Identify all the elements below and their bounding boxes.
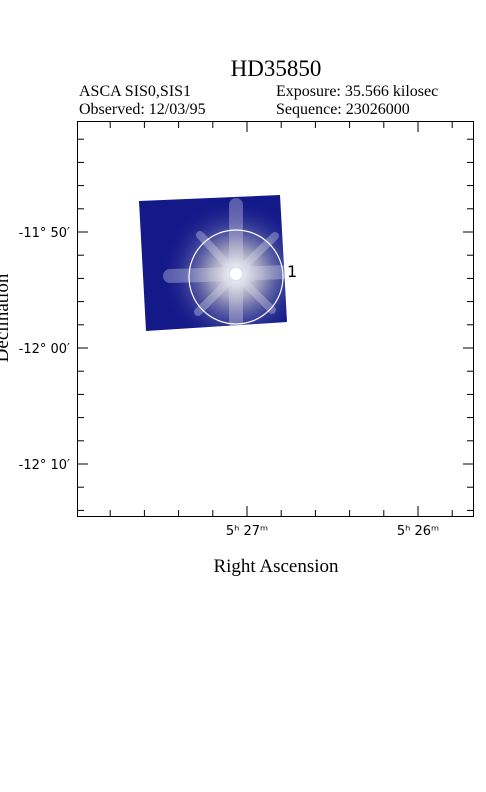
plot-frame (77, 121, 474, 517)
region-label: 1 (287, 262, 297, 281)
ticks (78, 122, 473, 516)
y-tick-label: -12° 10′ (19, 458, 70, 473)
y-tick-label: -11° 50′ (19, 226, 70, 241)
observed: Observed: 12/03/95 (79, 101, 206, 118)
x-tick-label: 5ʰ 26ᵐ (397, 524, 439, 539)
sky-image: 1 (139, 195, 297, 331)
instrument: ASCA SIS0,SIS1 (79, 83, 191, 100)
y-tick-label: -12° 00′ (19, 342, 70, 357)
sequence: Sequence: 23026000 (276, 101, 410, 118)
x-axis-label: Right Ascension (213, 556, 339, 577)
title: HD35850 (231, 56, 322, 81)
x-tick-label: 5ʰ 27ᵐ (226, 524, 268, 539)
region-circle (188, 229, 284, 325)
exposure: Exposure: 35.566 kilosec (276, 83, 438, 100)
y-axis-label: Declination (0, 273, 13, 362)
